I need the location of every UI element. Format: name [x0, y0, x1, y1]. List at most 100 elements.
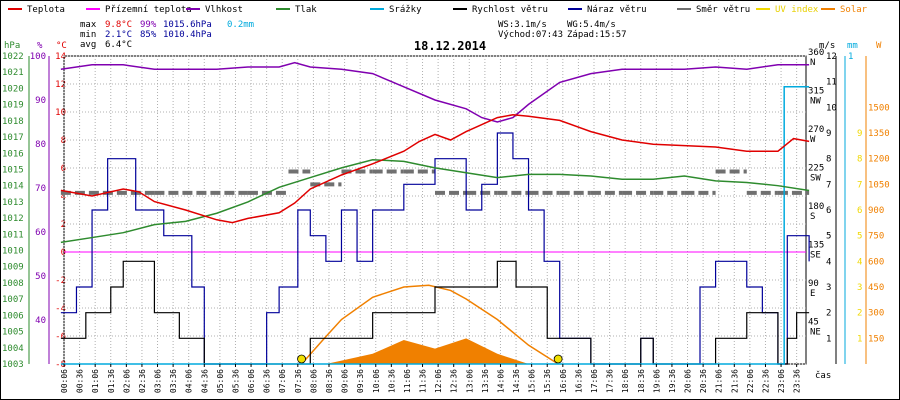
temperature-line — [60, 114, 810, 224]
solar-tick: 750 — [868, 232, 884, 242]
stats-avg-temp: 6.4°C — [105, 40, 132, 50]
temperature-tick: 0 — [61, 248, 66, 258]
x-tick-label: 21:36 — [730, 369, 739, 393]
pressure-tick: 1019 — [2, 101, 24, 111]
direction-label: N — [810, 58, 815, 68]
humidity-tick: 70 — [35, 184, 46, 194]
x-tick-label: 07:36 — [294, 369, 303, 393]
pressure-tick: 1004 — [2, 344, 24, 354]
stats-max-rain: 0.2mm — [227, 20, 254, 30]
x-tick-label: 06:36 — [263, 369, 272, 393]
x-tick-label: 06:06 — [247, 369, 256, 393]
wind-speed-tick: 5 — [826, 232, 831, 242]
direction-tick: 45 — [808, 318, 819, 328]
x-tick-label: 03:06 — [154, 369, 163, 393]
humidity-unit: % — [37, 41, 43, 51]
direction-tick: 225 — [808, 164, 824, 174]
uv-tick: 3 — [857, 283, 862, 293]
x-tick-label: 02:06 — [122, 369, 131, 393]
temperature-tick: 12 — [55, 80, 66, 90]
direction-label: NE — [810, 328, 821, 338]
temperature-tick: -4 — [55, 304, 66, 314]
precipitation-line — [60, 86, 810, 365]
wind-speed-tick: 7 — [826, 180, 831, 190]
temperature-tick: 10 — [55, 108, 66, 118]
wind-speed-tick: 12 — [826, 52, 837, 62]
x-tick-label: 02:36 — [138, 369, 147, 393]
wind-speed-tick: 3 — [826, 283, 831, 293]
x-tick-label: 22:06 — [746, 369, 755, 393]
left-axes: hPa% °C1003100410051006100710081009101010… — [2, 41, 67, 370]
pressure-tick: 1022 — [2, 52, 24, 62]
x-tick-label: 07:06 — [278, 369, 287, 393]
x-tick-label: 18:06 — [621, 369, 630, 393]
legend-label: Rychlost větru — [472, 5, 548, 15]
legend-label: Solar — [840, 5, 868, 15]
x-tick-label: 20:06 — [684, 369, 693, 393]
stats-max-press: 1015.6hPa — [163, 20, 212, 30]
pressure-tick: 1010 — [2, 247, 24, 257]
direction-label: S — [810, 212, 815, 222]
direction-label: SE — [810, 251, 821, 261]
uv-tick: 8 — [857, 155, 862, 165]
legend-label: UV index — [775, 5, 819, 15]
x-tick-label: 23:36 — [793, 369, 802, 393]
temperature-unit: °C — [56, 41, 67, 51]
x-tick-label: 14:36 — [512, 369, 521, 393]
x-tick-label: 18:36 — [637, 369, 646, 393]
x-tick-label: 16:36 — [574, 369, 583, 393]
stats-min-label: min — [80, 30, 96, 40]
plot-area — [60, 55, 810, 365]
legend-label: Přízemní teplota — [105, 5, 192, 15]
direction-label: SW — [810, 174, 821, 184]
wind-speed-line — [60, 260, 810, 365]
temperature-tick: -6 — [55, 332, 66, 342]
pressure-tick: 1003 — [2, 360, 24, 370]
x-tick-label: 22:36 — [761, 369, 770, 393]
wind-speed-tick: 2 — [826, 309, 831, 319]
x-tick-label: 09:06 — [341, 369, 350, 393]
plot-frame — [63, 55, 807, 365]
legend-label: Náraz větru — [587, 5, 647, 15]
pressure-tick: 1007 — [2, 295, 24, 305]
x-tick-label: 20:36 — [699, 369, 708, 393]
uv-tick: 1 — [857, 334, 862, 344]
x-tick-label: 08:06 — [309, 369, 318, 393]
sunset-info: Západ:15:57 — [567, 30, 627, 40]
x-tick-label: 12:36 — [450, 369, 459, 393]
x-tick-label: 10:06 — [372, 369, 381, 393]
pressure-unit: hPa — [4, 41, 20, 51]
pressure-tick: 1009 — [2, 263, 24, 273]
x-tick-label: 17:36 — [606, 369, 615, 393]
wind-gust-info: WG:5.4m/s — [567, 20, 616, 30]
pressure-tick: 1015 — [2, 165, 24, 175]
temperature-tick: 4 — [61, 192, 66, 202]
solar-tick: 1350 — [868, 129, 890, 139]
pressure-tick: 1021 — [2, 68, 24, 78]
temperature-tick: 2 — [61, 220, 66, 230]
x-tick-label: 10:36 — [387, 369, 396, 393]
x-tick-label: 08:36 — [325, 369, 334, 393]
pressure-line — [60, 158, 810, 244]
legend: Teplota Přízemní teplota Vlhkost Tlak Srážky… — [8, 5, 868, 15]
pressure-tick: 1020 — [2, 84, 24, 94]
stats-min-press: 1010.4hPa — [163, 30, 212, 40]
x-tick-label: 19:06 — [652, 369, 661, 393]
direction-tick: 135 — [808, 241, 824, 251]
temperature-tick: 8 — [61, 136, 66, 146]
x-axis-label: čas — [815, 370, 831, 381]
pressure-tick: 1014 — [2, 182, 24, 192]
temperature-tick: -8 — [55, 360, 66, 370]
wind-speed-tick: 9 — [826, 129, 831, 139]
stats-block: max 9.8°C 99% 1015.6hPa 0.2mm min 2.1°C 85% 1010… — [80, 20, 254, 50]
wind-speed-tick: 11 — [826, 78, 837, 88]
pressure-tick: 1018 — [2, 117, 24, 127]
x-tick-label: 16:06 — [559, 369, 568, 393]
x-tick-label: 01:36 — [107, 369, 116, 393]
solar-unit: W — [876, 41, 882, 51]
pressure-tick: 1005 — [2, 328, 24, 338]
x-tick-label: 11:06 — [403, 369, 412, 393]
stats-min-hum: 85% — [140, 30, 157, 40]
humidity-tick: 80 — [35, 140, 46, 150]
